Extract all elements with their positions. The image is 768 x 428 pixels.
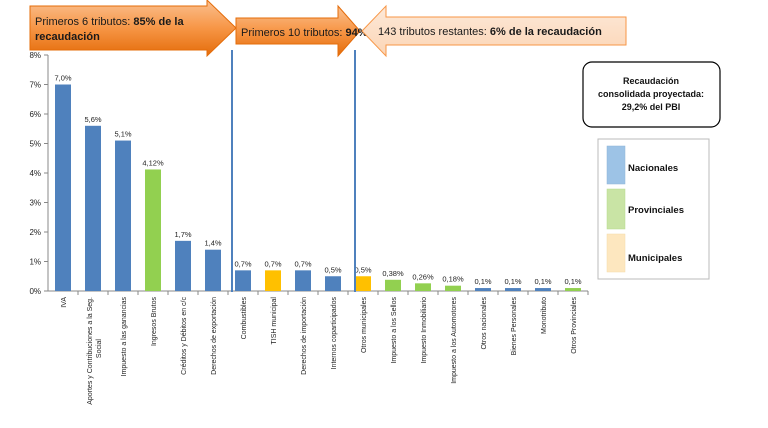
category-label: Derechos de exportación <box>211 297 218 375</box>
bar <box>325 276 341 291</box>
bar <box>385 279 401 291</box>
category-label: Derechos de importación <box>301 297 308 375</box>
category-label: Otros nacionales <box>481 297 488 350</box>
bar <box>145 169 161 291</box>
data-label: 0,1% <box>564 277 581 286</box>
data-label: 0,18% <box>442 275 464 284</box>
bar <box>175 240 191 291</box>
summary-line3: 29,2% del PBI <box>622 102 681 112</box>
data-label: 1,4% <box>204 239 221 248</box>
bar <box>235 270 251 291</box>
bar <box>535 288 551 291</box>
category-label: Impuesto a los Sellos <box>391 297 398 364</box>
y-tick-label: 1% <box>29 258 41 267</box>
banner-first6: Primeros 6 tributos: 85% de la recaudaci… <box>29 0 237 58</box>
banner-first6-line2: recaudación <box>35 31 100 43</box>
data-label: 0,5% <box>324 265 341 274</box>
bar <box>55 84 71 291</box>
category-label: Impuesto a las ganancias <box>121 297 128 377</box>
legend-swatch-provinciales <box>606 188 626 230</box>
summary-line2: consolidada proyectada: <box>598 89 704 99</box>
data-label: 0,7% <box>234 259 251 268</box>
bars: 7,0% IVA 5,6% Aportes y Contribuciones a la… <box>54 74 581 405</box>
y-tick-label: 2% <box>29 228 41 237</box>
summary-box: Recaudación consolidada proyectada: 29,2… <box>582 61 721 128</box>
data-label: 0,38% <box>382 269 404 278</box>
legend-swatch-nacionales <box>606 145 626 185</box>
data-label: 0,5% <box>354 265 371 274</box>
bar <box>475 288 491 291</box>
y-axis: 0% 1% 2% 3% 4% 5% 6% 7% 8% <box>29 51 589 296</box>
y-tick-label: 0% <box>29 287 41 296</box>
legend-label-nacionales: Nacionales <box>628 163 678 174</box>
category-label: Créditos y Débitos en c/c <box>181 297 188 375</box>
bar <box>415 283 431 291</box>
banner-rest: 143 tributos restantes: 6% de la recauda… <box>361 4 627 58</box>
data-label: 0,1% <box>504 277 521 286</box>
bar <box>295 270 311 291</box>
y-tick-label: 6% <box>29 110 41 119</box>
category-label: Aportes y Contribuciones a la Seg. Social <box>87 297 103 405</box>
bar <box>85 125 101 291</box>
y-tick-label: 3% <box>29 199 41 208</box>
bar <box>205 249 221 291</box>
banner-first10: Primeros 10 tributos: 94% <box>235 4 368 58</box>
bar <box>115 140 131 291</box>
y-tick-label: 5% <box>29 140 41 149</box>
data-label: 5,6% <box>84 115 101 124</box>
data-label: 0,7% <box>294 259 311 268</box>
data-label: 7,0% <box>54 74 71 83</box>
legend-label-municipales: Municipales <box>628 253 682 264</box>
category-label: Internos coparticipados <box>331 297 338 370</box>
bar <box>565 288 581 291</box>
data-label: 5,1% <box>114 130 131 139</box>
y-tick-label: 7% <box>29 81 41 90</box>
category-label: Impuesto Inmobiliario <box>421 297 428 364</box>
category-label: Ingresos Brutos <box>151 297 158 347</box>
data-label: 1,7% <box>174 230 191 239</box>
legend-label-provinciales: Provinciales <box>628 205 684 216</box>
category-label: Otros Provinciales <box>571 297 578 354</box>
category-label: Impuesto a los Automotores <box>451 297 458 384</box>
data-label: 4,12% <box>142 158 164 167</box>
legend-swatch-municipales <box>606 233 626 273</box>
category-label: Combustibles <box>241 297 248 340</box>
legend: Nacionales Provinciales Municipales <box>597 138 710 280</box>
summary-line1: Recaudación <box>623 76 679 86</box>
banner-rest-text: 143 tributos restantes: 6% de la recauda… <box>378 26 602 38</box>
data-label: 0,26% <box>412 272 434 281</box>
category-label: Monotributo <box>541 297 548 334</box>
y-tick-label: 4% <box>29 169 41 178</box>
category-label: IVA <box>61 297 68 308</box>
category-label: Bienes Personales <box>511 297 518 356</box>
bar <box>265 270 281 291</box>
data-label: 0,1% <box>534 277 551 286</box>
banner-first6-text: Primeros 6 tributos: 85% de la <box>35 16 184 28</box>
bar <box>445 285 461 291</box>
bar <box>355 276 371 291</box>
y-tick-label: 8% <box>29 51 41 60</box>
data-label: 0,1% <box>474 277 491 286</box>
data-label: 0,7% <box>264 259 281 268</box>
bar <box>505 288 521 291</box>
category-label: Otros municipales <box>361 297 368 354</box>
banner-first10-text: Primeros 10 tributos: 94% <box>241 27 368 39</box>
category-label: TISH municipal <box>271 297 278 345</box>
